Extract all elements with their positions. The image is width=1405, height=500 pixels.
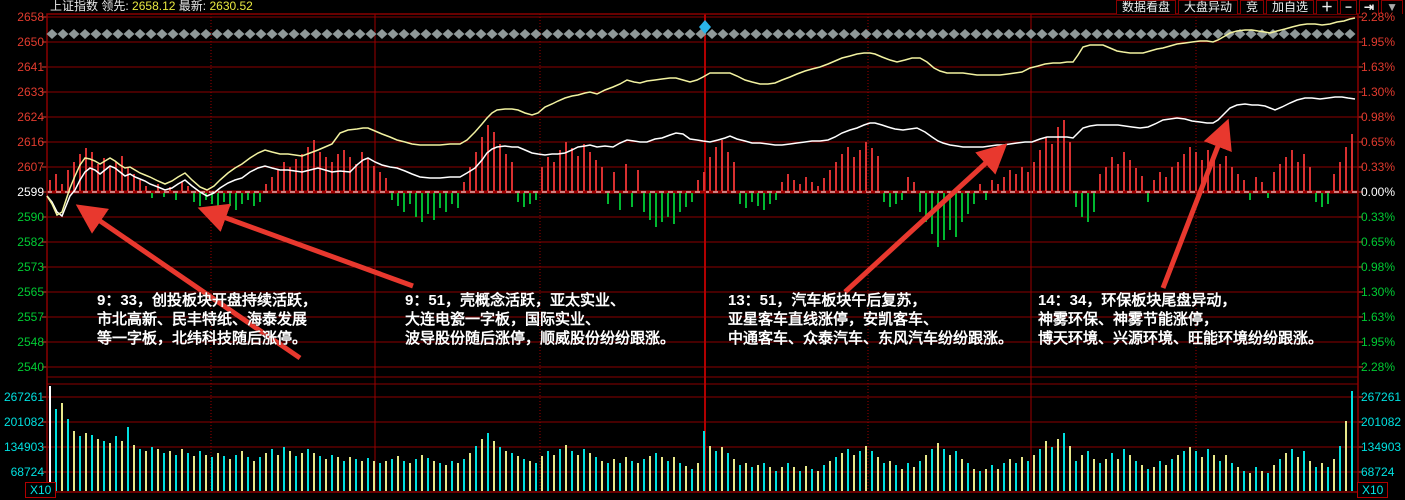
- price-axis-tick: 2599: [17, 185, 44, 199]
- price-axis-tick: 2624: [17, 110, 44, 124]
- pct-axis-tick: 0.65%: [1361, 235, 1396, 249]
- pct-axis-tick: 0.33%: [1361, 160, 1396, 174]
- pct-axis-tick: 2.28%: [1361, 10, 1396, 24]
- leading-line: [46, 17, 1356, 217]
- pct-axis-tick: 0.98%: [1361, 260, 1396, 274]
- dropdown-icon[interactable]: ▼: [1381, 0, 1403, 14]
- price-axis-tick: 2573: [17, 260, 44, 274]
- annotation-line: 大连电瓷一字板，国际实业、: [405, 311, 601, 328]
- volume-axis-tick: 201082: [1361, 415, 1402, 429]
- annotation-line: 等一字板，北纬科技随后涨停。: [97, 330, 308, 347]
- pct-axis-tick: 1.95%: [1361, 35, 1396, 49]
- price-axis-tick: 2616: [17, 135, 44, 149]
- annotation-line: 市北高新、民丰特纸、海泰发展: [97, 311, 308, 328]
- annotation-line: 14：34，环保板块尾盘异动，: [1038, 292, 1237, 309]
- latest-label: 最新:: [178, 0, 207, 13]
- event-arrow: [843, 143, 1008, 294]
- plus-icon[interactable]: ＋: [1316, 0, 1339, 14]
- annotation-line: 中通客车、众泰汽车、东风汽车纷纷跟涨。: [728, 330, 1014, 347]
- toolbar: 数据看盘 大盘异动 竞 加自选 ＋ − ⇥ ▼: [1114, 0, 1403, 14]
- price-axis-tick: 2658: [17, 10, 44, 24]
- volume-axis-tick: 267261: [3, 390, 44, 404]
- highlight-diamond-icon: [699, 20, 711, 34]
- annotation-line: 波导股份随后涨停，顺威股份纷纷跟涨。: [405, 330, 676, 347]
- event-arrow: [75, 204, 302, 361]
- annotation-1351: 13：51，汽车板块午后复苏， 亚星客车直线涨停，安凯客车、 中通客车、众泰汽车…: [728, 291, 1013, 348]
- annotation-line: 9：51，壳概念活跃，亚太实业、: [405, 292, 626, 309]
- data-watch-button[interactable]: 数据看盘: [1115, 0, 1176, 14]
- price-line: [46, 96, 1356, 218]
- volume-axis-tick: 134903: [1361, 440, 1402, 454]
- auction-button[interactable]: 竞: [1239, 0, 1264, 14]
- latest-value: 2630.52: [209, 0, 253, 13]
- add-watchlist-button[interactable]: 加自选: [1266, 0, 1315, 14]
- pct-axis-tick: 0.65%: [1361, 135, 1396, 149]
- price-axis-tick: 2540: [17, 360, 44, 374]
- pct-axis-tick: 2.28%: [1361, 360, 1396, 374]
- price-axis-tick: 2607: [17, 160, 44, 174]
- price-axis-tick: 2650: [17, 35, 44, 49]
- annotation-line: 9：33，创投板块开盘持续活跃，: [97, 292, 318, 309]
- pct-axis-tick: 0.00%: [1361, 185, 1396, 199]
- market-moves-button[interactable]: 大盘异动: [1177, 0, 1238, 14]
- annotation-0933: 9：33，创投板块开盘持续活跃， 市北高新、民丰特纸、海泰发展 等一字板，北纬科…: [97, 291, 317, 348]
- pct-axis-tick: 1.30%: [1361, 85, 1396, 99]
- minus-icon[interactable]: −: [1340, 0, 1358, 14]
- index-quote: 上证指数 领先: 2658.12 最新: 2630.52: [50, 0, 253, 13]
- pct-axis-tick: 1.63%: [1361, 60, 1396, 74]
- price-axis-tick: 2565: [17, 285, 44, 299]
- next-page-icon[interactable]: ⇥: [1359, 0, 1380, 14]
- annotation-line: 13：51，汽车板块午后复苏，: [728, 292, 927, 309]
- price-axis-tick: 2633: [17, 85, 44, 99]
- price-axis-tick: 2548: [17, 335, 44, 349]
- index-name: 上证指数: [50, 0, 99, 13]
- annotation-line: 亚星客车直线涨停，安凯客车、: [728, 311, 939, 328]
- volume-axis-tick: 201082: [3, 415, 44, 429]
- price-axis-tick: 2590: [17, 210, 44, 224]
- price-axis-tick: 2557: [17, 310, 44, 324]
- event-arrow: [197, 203, 414, 289]
- event-arrow: [1160, 118, 1232, 289]
- price-axis-tick: 2582: [17, 235, 44, 249]
- annotation-line: 神雾环保、神雾节能涨停，: [1038, 311, 1219, 328]
- pct-axis-tick: 1.30%: [1361, 285, 1396, 299]
- price-axis-tick: 2641: [17, 60, 44, 74]
- annotation-1434: 14：34，环保板块尾盘异动， 神雾环保、神雾节能涨停， 博天环境、兴源环境、旺…: [1038, 291, 1323, 348]
- leading-label: 领先:: [101, 0, 129, 13]
- pct-axis-tick: 1.95%: [1361, 335, 1396, 349]
- annotation-line: 博天环境、兴源环境、旺能环境纷纷跟涨。: [1038, 330, 1324, 347]
- leading-value: 2658.12: [132, 0, 176, 13]
- marker-band: [46, 20, 1356, 39]
- pct-axis-tick: 0.98%: [1361, 110, 1396, 124]
- annotation-0951: 9：51，壳概念活跃，亚太实业、 大连电瓷一字板，国际实业、 波导股份随后涨停，…: [405, 291, 675, 348]
- volume-axis-tick: 68724: [1361, 465, 1395, 479]
- volume-unit-left: X10: [25, 482, 57, 498]
- volume-unit-right: X10: [1357, 482, 1389, 498]
- volume-axis-tick: 68724: [10, 465, 44, 479]
- pct-axis-tick: 0.33%: [1361, 210, 1396, 224]
- volume-axis-tick: 134903: [3, 440, 44, 454]
- volume-axis-tick: 267261: [1361, 390, 1402, 404]
- pct-axis-tick: 1.63%: [1361, 310, 1396, 324]
- header-bar: 上证指数 领先: 2658.12 最新: 2630.52 数据看盘 大盘异动 竞…: [0, 0, 1405, 14]
